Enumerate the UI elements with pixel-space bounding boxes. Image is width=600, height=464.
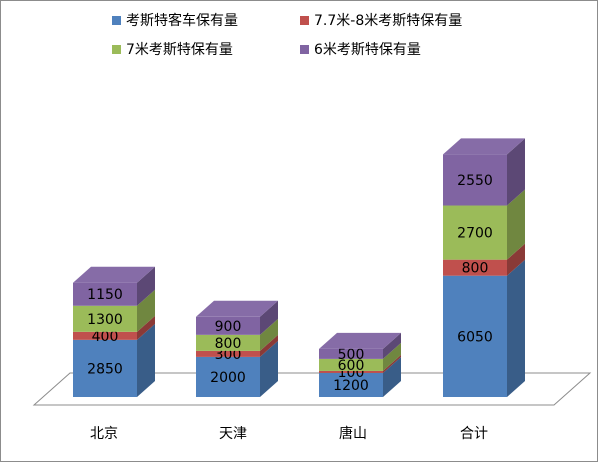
bar-2-series-3-side [260, 318, 278, 351]
bar-3-series-3-front [319, 358, 383, 371]
legend-swatch-2 [300, 16, 309, 25]
bar-1-series-1-side [137, 323, 155, 397]
bar-4-series-3-side [507, 189, 525, 260]
bar-4-series-1-front [443, 275, 507, 397]
bar-2-series-2-front [196, 350, 260, 357]
value-label-3-3: 600 [338, 358, 365, 374]
bar-3-series-3-side [383, 342, 401, 371]
bar-4-series-1-side [507, 259, 525, 397]
bar-3-series-1-side [383, 356, 401, 397]
bar-1-top [73, 266, 155, 283]
value-label-2-3: 800 [215, 336, 242, 352]
value-label-1-1: 2850 [87, 361, 123, 377]
category-label-3: 唐山 [339, 425, 367, 442]
legend-swatch-3 [112, 45, 121, 54]
bar-2-top [196, 300, 278, 317]
bar-2-series-1-front [196, 356, 260, 397]
bar-4-series-4-front [443, 154, 507, 206]
value-label-2-1: 2000 [210, 370, 246, 386]
legend-label-3: 7米考斯特保有量 [126, 42, 233, 58]
value-label-1-3: 1300 [87, 312, 123, 328]
legend-label-2: 7.7米-8米考斯特保有量 [314, 13, 462, 29]
value-label-4-4: 2550 [457, 173, 493, 189]
value-label-4-2: 800 [462, 261, 489, 277]
value-label-2-4: 900 [215, 319, 242, 335]
bar-3-series-2-front [319, 370, 383, 373]
bar-4-top [443, 138, 525, 155]
bar-1-series-2-front [73, 331, 137, 340]
value-label-3-1: 1200 [333, 378, 369, 394]
bar-2-series-4-side [260, 300, 278, 335]
legend-swatch-4 [300, 45, 309, 54]
value-label-2-2: 300 [215, 347, 242, 363]
bar-3-top [319, 332, 401, 349]
legend-label-4: 6米考斯特保有量 [314, 42, 421, 58]
bar-4-series-2-side [507, 243, 525, 276]
bar-4-series-4-side [507, 138, 525, 206]
bar-3-series-4-front [319, 348, 383, 359]
bar-1-series-2-side [137, 315, 155, 340]
legend-swatch-1 [112, 16, 121, 25]
value-label-1-2: 400 [92, 329, 119, 345]
bar-3-series-1-front [319, 372, 383, 397]
bar-1-series-1-front [73, 339, 137, 397]
bar-4-series-3-front [443, 205, 507, 260]
bar-1-series-4-front [73, 282, 137, 306]
bar-2-series-1-side [260, 340, 278, 397]
bar-1-series-3-front [73, 305, 137, 332]
bar-1-series-3-side [137, 289, 155, 332]
category-label-2: 天津 [219, 426, 247, 442]
bar-3-series-4-side [383, 332, 401, 359]
bar-1-series-4-side [137, 266, 155, 306]
value-label-3-4: 500 [338, 347, 365, 363]
value-label-1-4: 1150 [87, 287, 123, 303]
category-label-4: 合计 [460, 426, 488, 442]
value-label-4-3: 2700 [457, 226, 493, 242]
bar-3-series-2-side [383, 354, 401, 373]
value-label-4-1: 6050 [457, 329, 493, 345]
bar-2-series-3-front [196, 334, 260, 351]
legend-label-1: 考斯特客车保有量 [126, 12, 238, 29]
bar-2-series-2-side [260, 334, 278, 357]
bar-2-series-4-front [196, 316, 260, 335]
bar-4-series-2-front [443, 259, 507, 276]
category-label-1: 北京 [90, 426, 118, 442]
